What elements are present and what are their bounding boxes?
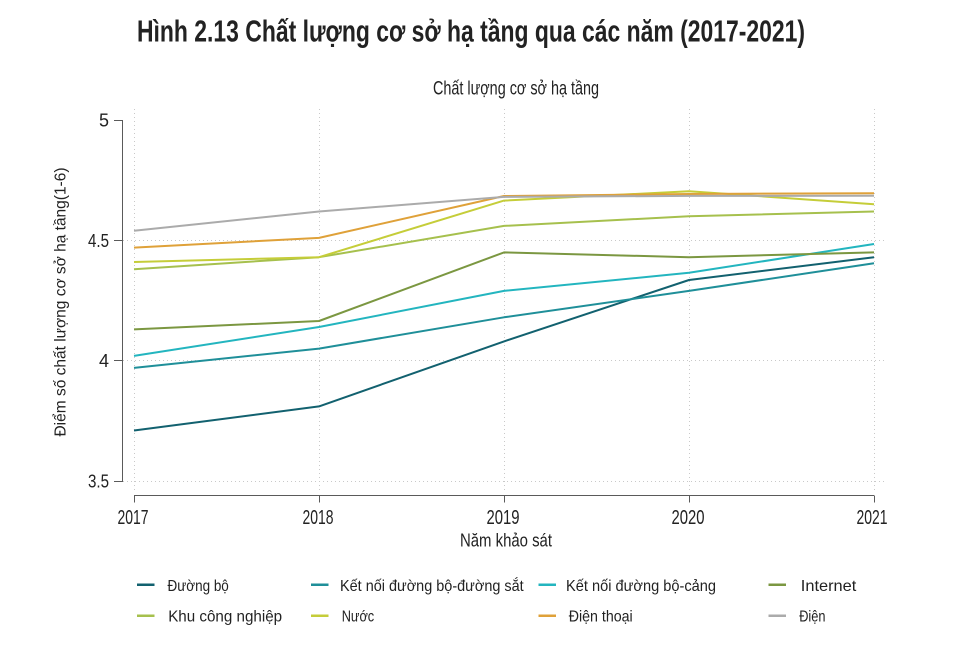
svg-text:Internet: Internet: [801, 578, 857, 595]
svg-text:Điện thoại: Điện thoại: [569, 608, 633, 625]
svg-text:2019: 2019: [487, 506, 520, 529]
svg-text:Nước: Nước: [342, 608, 375, 625]
svg-text:Đường bộ: Đường bộ: [168, 578, 229, 595]
svg-text:2020: 2020: [672, 506, 705, 529]
svg-text:2017: 2017: [118, 506, 149, 529]
svg-text:5: 5: [99, 110, 109, 131]
svg-text:2018: 2018: [303, 506, 334, 529]
svg-text:Hình 2.13 Chất lượng cơ sở hạ: Hình 2.13 Chất lượng cơ sở hạ tầng qua c…: [137, 14, 805, 49]
svg-text:Điểm số chất lượng cơ sở hạ tầ: Điểm số chất lượng cơ sở hạ tầng(1-6): [52, 168, 70, 437]
svg-text:4: 4: [99, 350, 109, 371]
svg-text:Kết nối đường bộ-cảng: Kết nối đường bộ-cảng: [566, 578, 716, 595]
svg-text:4.5: 4.5: [88, 230, 109, 251]
svg-text:3.5: 3.5: [88, 471, 109, 492]
svg-text:2021: 2021: [857, 506, 888, 529]
svg-text:Kết nối đường bộ-đường sắt: Kết nối đường bộ-đường sắt: [340, 576, 524, 595]
svg-text:Chất lượng cơ sở hạ tầng: Chất lượng cơ sở hạ tầng: [433, 79, 599, 100]
svg-text:Điện: Điện: [799, 608, 825, 625]
svg-text:Khu công nghiệp: Khu công nghiệp: [168, 608, 282, 625]
svg-text:Năm khảo sát: Năm khảo sát: [460, 531, 552, 551]
